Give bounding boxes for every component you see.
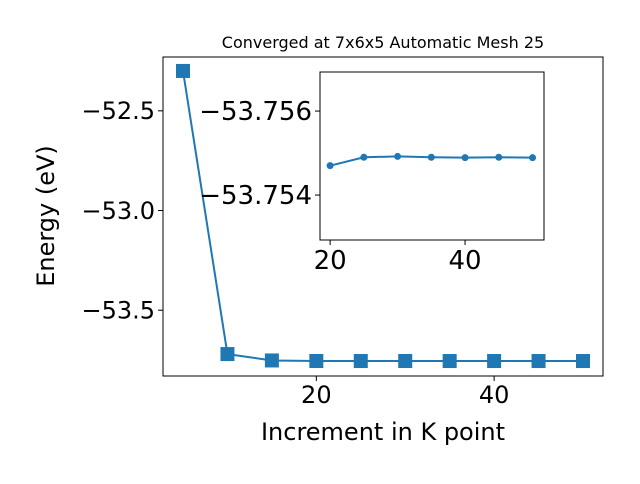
marker <box>487 354 502 369</box>
marker <box>576 354 590 369</box>
marker <box>176 63 190 78</box>
marker <box>495 153 503 161</box>
data-line <box>182 70 583 363</box>
y-axis-label: Energy (eV) <box>32 145 60 287</box>
marker <box>264 353 279 368</box>
y-tick-label: −53.0 <box>81 197 155 225</box>
marker <box>326 162 334 170</box>
y-tick-label: −53.5 <box>81 297 155 325</box>
y-tick-label: −53.754 <box>199 181 312 211</box>
marker <box>394 152 402 160</box>
x-tick-label: 20 <box>314 246 347 276</box>
x-axis-label: Increment in K point <box>261 418 505 446</box>
marker <box>360 153 368 161</box>
marker <box>442 354 457 369</box>
y-tick-label: −52.5 <box>81 97 155 125</box>
marker <box>398 354 413 369</box>
chart-title: Converged at 7x6x5 Automatic Mesh 25 <box>222 33 544 52</box>
marker <box>531 354 546 369</box>
x-tick-label: 40 <box>479 381 510 409</box>
marker <box>461 154 469 162</box>
marker <box>529 154 537 162</box>
y-tick-label: −53.756 <box>199 97 312 127</box>
marker <box>427 153 435 161</box>
x-tick-label: 40 <box>449 246 482 276</box>
plot-frame <box>162 56 604 377</box>
marker <box>353 354 368 369</box>
marker <box>309 353 324 368</box>
x-tick-label: 20 <box>301 381 332 409</box>
marker <box>220 347 235 362</box>
